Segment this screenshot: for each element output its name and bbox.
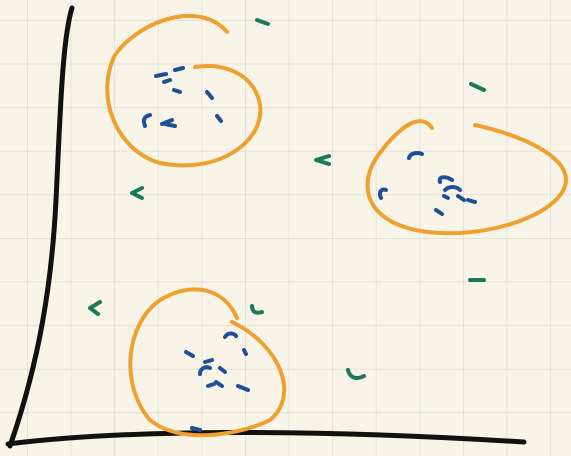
y-axis xyxy=(7,5,75,449)
blue-points xyxy=(141,66,477,432)
green-points xyxy=(88,18,486,380)
blue-point xyxy=(184,331,250,432)
green-point xyxy=(88,18,486,380)
blue-point xyxy=(377,151,477,216)
cluster-loop xyxy=(365,119,568,236)
cluster-loop xyxy=(105,14,263,168)
cluster-loop xyxy=(128,287,287,438)
blue-point xyxy=(141,66,223,128)
